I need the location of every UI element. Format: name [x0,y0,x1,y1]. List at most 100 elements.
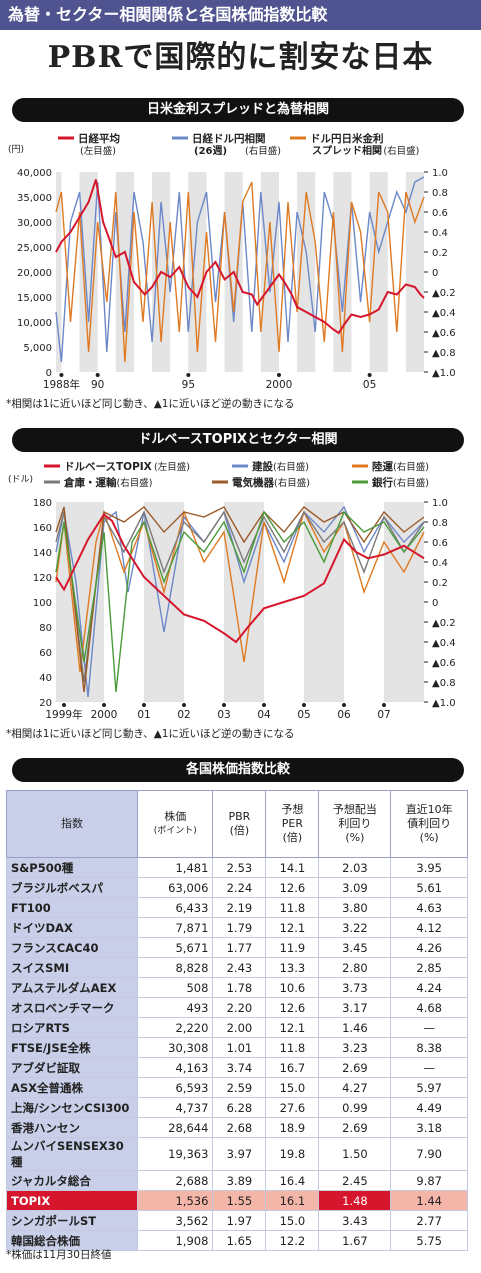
series-line-ドルベースTOPIX [55,513,425,644]
value-cell: 2.24 [212,877,267,898]
x-tick-dot [95,373,100,377]
value-cell: 1.67 [318,1230,392,1251]
left-tick-label: 120 [33,573,52,584]
value-cell: 7.90 [390,1137,468,1171]
legend-axis-note: (右目盛) [393,477,429,489]
series-line-ドル円日米金利スプレッド相関 [55,181,425,363]
index-name-cell: FT100 [6,897,138,918]
right-tick-label: ▲0.4 [432,638,456,649]
index-name-cell: フランスCAC40 [6,937,138,958]
table-row: ブラジルボベスパ 63,006 2.24 12.6 3.09 5.61 [6,877,468,898]
header-kicker: 為替・セクター相関関係と各国株価指数比較 [0,0,481,30]
value-cell: 3.80 [318,897,392,918]
table-header-row: 指数 株価 (ポイント) PBR (倍) 予想 PER (倍) 予想配当 利回り (%) 直近10年債… [6,790,468,858]
value-cell: 3.17 [318,997,392,1018]
table-row: FTSE/JSE全株 30,308 1.01 11.8 3.23 8.38 [6,1037,468,1058]
chart-topix-sector: 180 160 140 120 100 80 60 40 20 (ドル) 1.0 0.8 0.6 0.4 0… [8,460,456,721]
right-tick-label: 0 [432,598,438,609]
section3-heading: 各国株価指数比較 [12,758,464,782]
value-cell: 2.77 [390,1210,468,1231]
left-tick-label: 10,000 [17,318,52,329]
table-header-cell: 予想配当 利回り (%) [318,790,392,858]
value-cell: 3.43 [318,1210,392,1231]
value-cell: 11.8 [265,1037,320,1058]
index-name-cell: ムンバイSENSEX30種 [6,1137,138,1171]
legend-axis-note: (右目盛) [245,145,281,157]
value-cell: 3.89 [212,1170,267,1191]
value-cell: — [390,1017,468,1038]
table-note: *株価は11月30日終値 [6,1249,112,1261]
left-tick-label: 80 [39,623,52,634]
value-cell: 1.48 [318,1190,392,1211]
series-line-日経平均 [55,179,425,335]
value-cell: 1,536 [136,1190,214,1211]
value-cell: 14.1 [265,857,320,878]
left-tick-label: 15,000 [17,293,52,304]
right-tick-label: 0.2 [432,578,448,589]
series-line-陸運 [55,509,425,673]
legend-label: 日経ドル円相関 [192,132,266,145]
value-cell: 12.6 [265,997,320,1018]
x-tick-label: 2000 [266,379,293,391]
table-row: S&P500種 1,481 2.53 14.1 2.03 3.95 [6,857,468,878]
left-unit-label: (円) [8,144,24,155]
value-cell: 15.0 [265,1210,320,1231]
value-cell: 508 [136,977,214,998]
legend-label: 電気機器 [232,476,274,489]
legend-label: 日経平均 [78,132,120,145]
left-tick-label: 140 [33,548,52,559]
value-cell: 1.46 [318,1017,392,1038]
left-tick-label: 35,000 [17,193,52,204]
value-cell: 2.69 [318,1057,392,1078]
table-row: ムンバイSENSEX30種 19,363 3.97 19.8 1.50 7.90 [6,1137,468,1171]
legend-label: 建設 [251,460,273,473]
section2-heading: ドルベースTOPIXとセクター相関 [12,428,464,452]
value-cell: 16.1 [265,1190,320,1211]
x-tick-dot [222,703,226,707]
table-row: ASX全普通株 6,593 2.59 15.0 4.27 5.97 [6,1077,468,1098]
value-cell: 16.4 [265,1170,320,1191]
value-cell: 6,593 [136,1077,214,1098]
section1-heading: 日米金利スプレッドと為替相関 [12,98,464,122]
value-cell: 1.97 [212,1210,267,1231]
index-name-cell: ASX全普通株 [6,1077,138,1098]
x-tick-label: 01 [137,709,150,721]
value-cell: 9.87 [390,1170,468,1191]
value-cell: 3.23 [318,1037,392,1058]
chart-yen-correlation: 40,000 35,000 30,000 25,000 20,000 15,000 10,0… [8,132,456,391]
series-line-電気機器 [55,506,425,693]
index-name-cell: ブラジルボベスパ [6,877,138,898]
table-row: アブダビ証取 4,163 3.74 16.7 2.69— [6,1057,468,1078]
value-cell: 2.69 [318,1117,392,1138]
value-cell: 2,688 [136,1170,214,1191]
right-tick-label: 1.0 [432,498,448,509]
year-stripe [206,172,225,372]
legend-axis-note: (右目盛) [274,477,310,489]
value-cell: 2.85 [390,957,468,978]
legend-axis-note: (右目盛) [117,477,153,489]
x-tick-dot [276,373,281,377]
value-cell: 2.20 [212,997,267,1018]
table-row: ドイツDAX 7,871 1.79 12.1 3.22 4.12 [6,917,468,938]
value-cell: 3.74 [212,1057,267,1078]
legend-label: 陸運 [372,460,393,473]
value-cell: 1.01 [212,1037,267,1058]
left-unit-label: (ドル) [8,475,33,485]
index-name-cell: スイスSMI [6,957,138,978]
x-tick-label: 90 [91,379,104,391]
left-tick-label: 180 [33,498,52,509]
table-row: ジャカルタ総合 2,688 3.89 16.4 2.45 9.87 [6,1170,468,1191]
index-name-cell: ジャカルタ総合 [6,1170,138,1191]
table-row: TOPIX 1,536 1.55 16.1 1.48 1.44 [6,1190,468,1211]
value-cell: 6,433 [136,897,214,918]
right-tick-label: ▲1.0 [432,368,456,379]
x-tick-dot [142,703,146,707]
value-cell: 4.49 [390,1097,468,1118]
year-stripe [242,172,261,372]
value-cell: 1,481 [136,857,214,878]
value-cell: 5,671 [136,937,214,958]
legend-sublabel: (26週) [194,145,227,157]
legend-axis-note: (右目盛) [383,145,419,157]
legend-sublabel: スプレッド相関 [312,144,382,157]
index-name-cell: 香港ハンセン [6,1117,138,1138]
